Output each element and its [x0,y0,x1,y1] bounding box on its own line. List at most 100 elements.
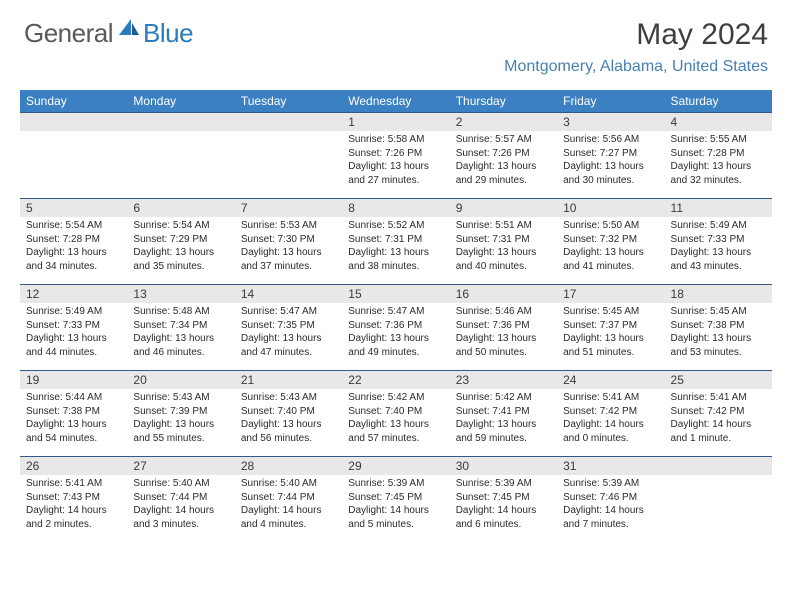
day-content-empty [127,131,234,181]
day-content-empty [665,475,772,525]
logo-sail-icon [117,17,141,42]
logo: General Blue [24,18,193,49]
day-content: Sunrise: 5:46 AMSunset: 7:36 PMDaylight:… [450,303,557,363]
day-content: Sunrise: 5:47 AMSunset: 7:36 PMDaylight:… [342,303,449,363]
day-content: Sunrise: 5:56 AMSunset: 7:27 PMDaylight:… [557,131,664,191]
day-number: 13 [127,285,234,303]
calendar-day-cell: 27Sunrise: 5:40 AMSunset: 7:44 PMDayligh… [127,457,234,543]
weekday-header: Friday [557,90,664,113]
calendar-day-cell: 5Sunrise: 5:54 AMSunset: 7:28 PMDaylight… [20,199,127,285]
day-number: 8 [342,199,449,217]
calendar-day-cell: 15Sunrise: 5:47 AMSunset: 7:36 PMDayligh… [342,285,449,371]
day-number: 19 [20,371,127,389]
calendar-day-cell: 7Sunrise: 5:53 AMSunset: 7:30 PMDaylight… [235,199,342,285]
calendar-day-cell: 22Sunrise: 5:42 AMSunset: 7:40 PMDayligh… [342,371,449,457]
calendar-day-cell: 3Sunrise: 5:56 AMSunset: 7:27 PMDaylight… [557,113,664,199]
calendar-day-cell: 21Sunrise: 5:43 AMSunset: 7:40 PMDayligh… [235,371,342,457]
calendar-day-cell: 31Sunrise: 5:39 AMSunset: 7:46 PMDayligh… [557,457,664,543]
calendar-day-cell: 11Sunrise: 5:49 AMSunset: 7:33 PMDayligh… [665,199,772,285]
day-content: Sunrise: 5:54 AMSunset: 7:29 PMDaylight:… [127,217,234,277]
day-number: 30 [450,457,557,475]
logo-text-general: General [24,18,113,49]
day-number: 9 [450,199,557,217]
day-number: 26 [20,457,127,475]
day-content: Sunrise: 5:41 AMSunset: 7:43 PMDaylight:… [20,475,127,535]
calendar-day-cell: 30Sunrise: 5:39 AMSunset: 7:45 PMDayligh… [450,457,557,543]
calendar-empty-cell [235,113,342,199]
day-number-empty [235,113,342,131]
day-number: 14 [235,285,342,303]
day-content: Sunrise: 5:39 AMSunset: 7:45 PMDaylight:… [450,475,557,535]
calendar-week-row: 26Sunrise: 5:41 AMSunset: 7:43 PMDayligh… [20,457,772,543]
day-content: Sunrise: 5:43 AMSunset: 7:40 PMDaylight:… [235,389,342,449]
day-content: Sunrise: 5:39 AMSunset: 7:46 PMDaylight:… [557,475,664,535]
logo-text-blue: Blue [143,18,193,49]
day-number: 23 [450,371,557,389]
day-content: Sunrise: 5:39 AMSunset: 7:45 PMDaylight:… [342,475,449,535]
day-number: 28 [235,457,342,475]
day-number: 31 [557,457,664,475]
calendar-day-cell: 28Sunrise: 5:40 AMSunset: 7:44 PMDayligh… [235,457,342,543]
calendar-day-cell: 24Sunrise: 5:41 AMSunset: 7:42 PMDayligh… [557,371,664,457]
day-number: 3 [557,113,664,131]
day-content: Sunrise: 5:42 AMSunset: 7:41 PMDaylight:… [450,389,557,449]
calendar-day-cell: 26Sunrise: 5:41 AMSunset: 7:43 PMDayligh… [20,457,127,543]
calendar-day-cell: 29Sunrise: 5:39 AMSunset: 7:45 PMDayligh… [342,457,449,543]
day-number-empty [20,113,127,131]
calendar-week-row: 1Sunrise: 5:58 AMSunset: 7:26 PMDaylight… [20,113,772,199]
day-content-empty [235,131,342,181]
calendar-week-row: 12Sunrise: 5:49 AMSunset: 7:33 PMDayligh… [20,285,772,371]
calendar-day-cell: 2Sunrise: 5:57 AMSunset: 7:26 PMDaylight… [450,113,557,199]
calendar-day-cell: 9Sunrise: 5:51 AMSunset: 7:31 PMDaylight… [450,199,557,285]
day-content: Sunrise: 5:40 AMSunset: 7:44 PMDaylight:… [127,475,234,535]
calendar-empty-cell [665,457,772,543]
weekday-header: Thursday [450,90,557,113]
day-content: Sunrise: 5:58 AMSunset: 7:26 PMDaylight:… [342,131,449,191]
day-content: Sunrise: 5:53 AMSunset: 7:30 PMDaylight:… [235,217,342,277]
calendar-day-cell: 12Sunrise: 5:49 AMSunset: 7:33 PMDayligh… [20,285,127,371]
day-number: 1 [342,113,449,131]
calendar-day-cell: 4Sunrise: 5:55 AMSunset: 7:28 PMDaylight… [665,113,772,199]
calendar-day-cell: 19Sunrise: 5:44 AMSunset: 7:38 PMDayligh… [20,371,127,457]
calendar-day-cell: 6Sunrise: 5:54 AMSunset: 7:29 PMDaylight… [127,199,234,285]
day-number: 12 [20,285,127,303]
day-number: 11 [665,199,772,217]
calendar-day-cell: 23Sunrise: 5:42 AMSunset: 7:41 PMDayligh… [450,371,557,457]
day-number: 17 [557,285,664,303]
day-content: Sunrise: 5:52 AMSunset: 7:31 PMDaylight:… [342,217,449,277]
calendar-empty-cell [127,113,234,199]
day-number: 10 [557,199,664,217]
calendar-day-cell: 1Sunrise: 5:58 AMSunset: 7:26 PMDaylight… [342,113,449,199]
weekday-header: Tuesday [235,90,342,113]
day-content: Sunrise: 5:43 AMSunset: 7:39 PMDaylight:… [127,389,234,449]
day-content: Sunrise: 5:54 AMSunset: 7:28 PMDaylight:… [20,217,127,277]
day-content: Sunrise: 5:51 AMSunset: 7:31 PMDaylight:… [450,217,557,277]
calendar-day-cell: 8Sunrise: 5:52 AMSunset: 7:31 PMDaylight… [342,199,449,285]
calendar-day-cell: 13Sunrise: 5:48 AMSunset: 7:34 PMDayligh… [127,285,234,371]
day-content: Sunrise: 5:45 AMSunset: 7:38 PMDaylight:… [665,303,772,363]
day-number: 6 [127,199,234,217]
day-content: Sunrise: 5:49 AMSunset: 7:33 PMDaylight:… [665,217,772,277]
day-number: 5 [20,199,127,217]
calendar-head: SundayMondayTuesdayWednesdayThursdayFrid… [20,90,772,113]
calendar-table: SundayMondayTuesdayWednesdayThursdayFrid… [20,90,772,543]
day-content: Sunrise: 5:50 AMSunset: 7:32 PMDaylight:… [557,217,664,277]
header: General Blue May 2024 Montgomery, Alabam… [0,0,792,82]
month-title: May 2024 [504,18,768,52]
calendar-week-row: 5Sunrise: 5:54 AMSunset: 7:28 PMDaylight… [20,199,772,285]
day-content-empty [20,131,127,181]
day-number: 2 [450,113,557,131]
day-content: Sunrise: 5:48 AMSunset: 7:34 PMDaylight:… [127,303,234,363]
weekday-header: Wednesday [342,90,449,113]
calendar-day-cell: 16Sunrise: 5:46 AMSunset: 7:36 PMDayligh… [450,285,557,371]
calendar-day-cell: 17Sunrise: 5:45 AMSunset: 7:37 PMDayligh… [557,285,664,371]
day-content: Sunrise: 5:40 AMSunset: 7:44 PMDaylight:… [235,475,342,535]
weekday-header: Sunday [20,90,127,113]
calendar-day-cell: 14Sunrise: 5:47 AMSunset: 7:35 PMDayligh… [235,285,342,371]
calendar-day-cell: 10Sunrise: 5:50 AMSunset: 7:32 PMDayligh… [557,199,664,285]
calendar-week-row: 19Sunrise: 5:44 AMSunset: 7:38 PMDayligh… [20,371,772,457]
calendar-day-cell: 25Sunrise: 5:41 AMSunset: 7:42 PMDayligh… [665,371,772,457]
day-number: 25 [665,371,772,389]
day-number-empty [665,457,772,475]
day-number: 15 [342,285,449,303]
